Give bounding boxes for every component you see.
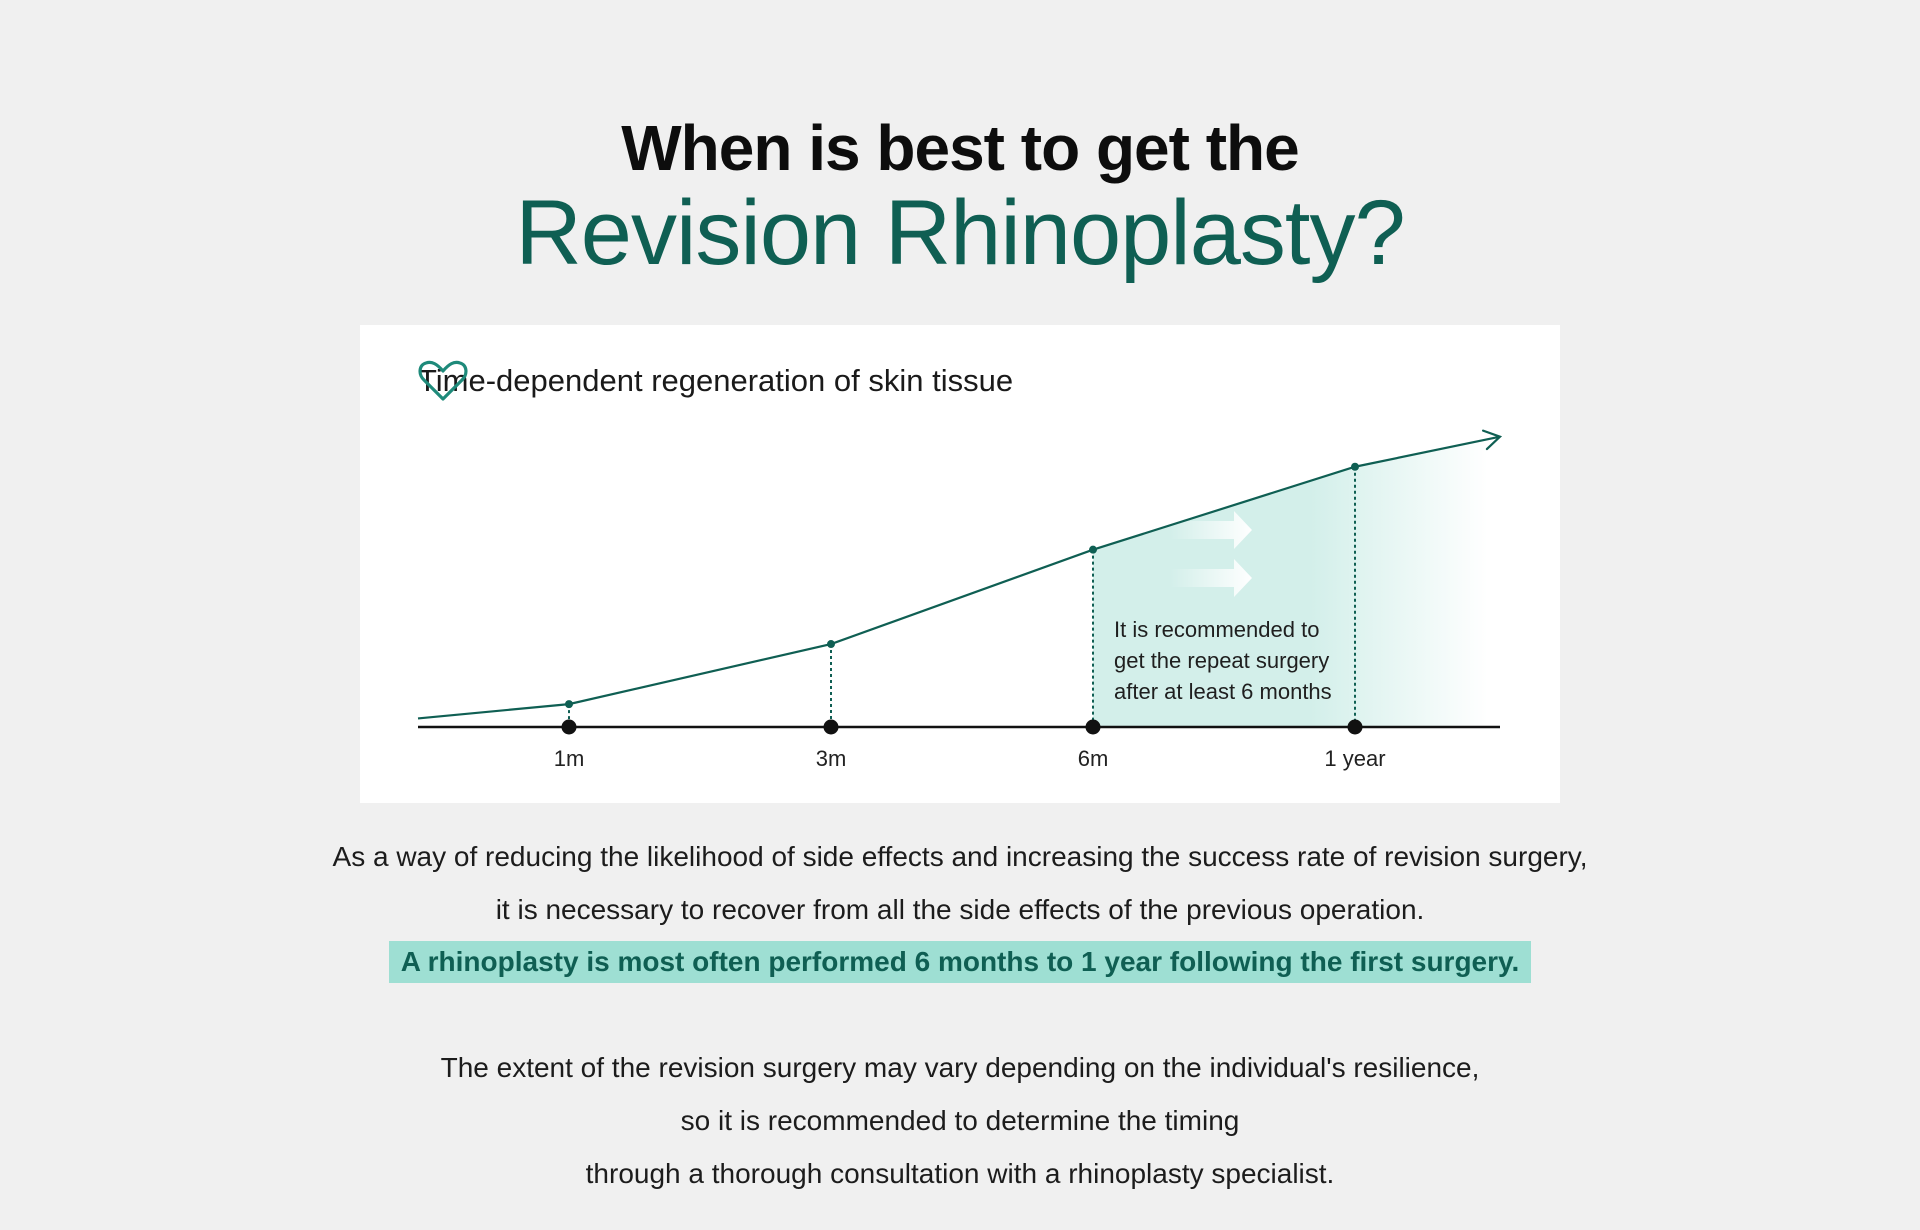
axis-tick-1-year	[1347, 719, 1363, 735]
data-point-1m	[565, 700, 573, 709]
heart-icon	[418, 360, 468, 401]
axis-tick-6m	[1085, 719, 1101, 735]
line-arrowhead-icon	[1481, 429, 1503, 451]
tick-label-1m: 1m	[554, 746, 585, 771]
tick-label-6m: 6m	[1078, 746, 1109, 771]
page-title-line1: When is best to get the	[621, 112, 1299, 184]
closing-line-2: so it is recommended to determine the ti…	[680, 1105, 1240, 1136]
chart-card: 1m 3m 6m 1 year Time-dependent regeneration…	[360, 325, 1560, 803]
regeneration-chart: 1m 3m 6m 1 year	[417, 429, 1503, 771]
chart-title-row: Time-dependent regeneration of skin tiss…	[418, 359, 1013, 403]
intro-line-2: it is necessary to recover from all the …	[495, 894, 1425, 925]
closing-line-3: through a thorough consultation with a r…	[585, 1158, 1335, 1189]
series-line	[417, 435, 1501, 720]
chart-title: Time-dependent regeneration of skin tiss…	[418, 363, 1014, 398]
closing-line-1: The extent of the revision surgery may v…	[440, 1052, 1480, 1083]
annotation-line-2: get the repeat surgery	[1114, 648, 1330, 673]
axis-tick-3m	[823, 719, 839, 735]
data-point-3m	[827, 640, 835, 649]
annotation-line-3: after at least 6 months	[1114, 679, 1332, 704]
forward-arrow-2	[1170, 559, 1252, 597]
data-point-1-year	[1351, 462, 1359, 471]
recommended-region	[1093, 439, 1488, 727]
intro-paragraph: As a way of reducing the likelihood of s…	[0, 830, 1920, 936]
chart-annotation: It is recommended to get the repeat surg…	[1114, 614, 1374, 707]
annotation-line-1: It is recommended to	[1114, 617, 1320, 642]
forward-arrow-1	[1170, 511, 1252, 549]
page-title-line2: Revision Rhinoplasty?	[515, 182, 1405, 284]
tick-label-1-year: 1 year	[1324, 746, 1385, 771]
intro-line-1: As a way of reducing the likelihood of s…	[332, 841, 1588, 872]
highlight-row: A rhinoplasty is most often performed 6 …	[0, 941, 1920, 983]
highlight-text: A rhinoplasty is most often performed 6 …	[388, 941, 1532, 983]
data-point-6m	[1089, 545, 1097, 554]
axis-tick-1m	[561, 719, 577, 735]
closing-paragraph: The extent of the revision surgery may v…	[0, 1041, 1920, 1200]
tick-label-3m: 3m	[816, 746, 847, 771]
